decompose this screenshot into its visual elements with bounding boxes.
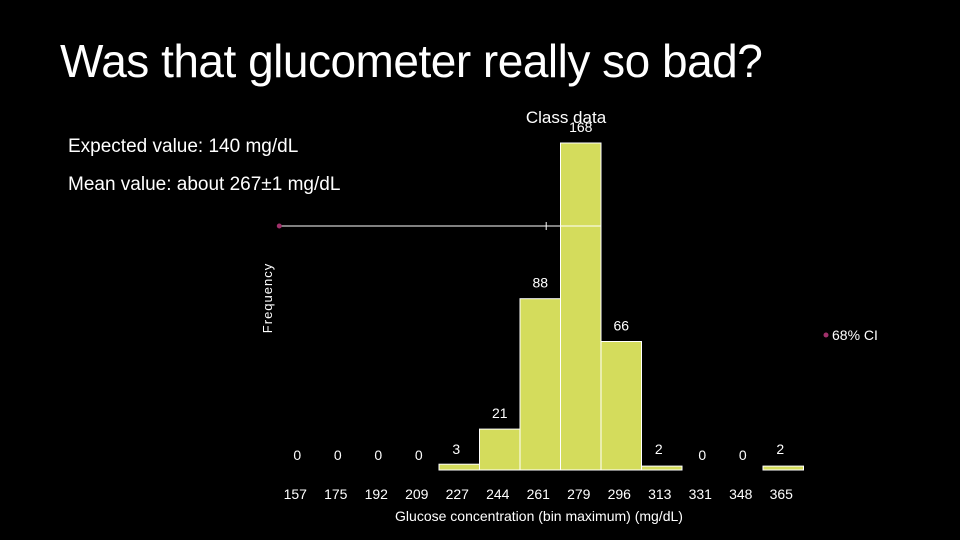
value-label-209: 0 [415, 447, 423, 463]
mean-value-text: Mean value: about 267±1 mg/dL [68, 174, 341, 195]
x-tick-157: 157 [284, 486, 308, 502]
x-tick-365: 365 [770, 486, 794, 502]
bar-227 [438, 463, 480, 471]
slide-title: Was that glucometer really so bad? [60, 35, 763, 87]
legend-label: 68% CI [832, 327, 878, 343]
value-label-244: 21 [492, 405, 508, 421]
value-label-261: 88 [533, 275, 549, 291]
x-tick-175: 175 [324, 486, 348, 502]
x-tick-261: 261 [527, 486, 551, 502]
bar-279 [560, 142, 602, 471]
value-label-192: 0 [374, 447, 382, 463]
bar-313 [641, 465, 683, 471]
bar-365 [762, 465, 804, 471]
value-label-157: 0 [293, 447, 301, 463]
bar-244 [479, 428, 521, 471]
x-tick-192: 192 [365, 486, 389, 502]
x-tick-227: 227 [446, 486, 470, 502]
value-label-296: 66 [614, 318, 630, 334]
bar-261 [519, 298, 561, 471]
x-axis-label: Glucose concentration (bin maximum) (mg/… [395, 508, 683, 524]
x-tick-labels: 157 175 192 209 227 244 261 279 296 313 331 348 365 [284, 486, 794, 502]
bars-group [438, 142, 804, 471]
y-axis-label: Frequency [260, 263, 275, 333]
x-tick-348: 348 [729, 486, 753, 502]
value-label-313: 2 [655, 441, 663, 457]
expected-value-text: Expected value: 140 mg/dL [68, 136, 299, 157]
x-tick-313: 313 [648, 486, 672, 502]
x-tick-209: 209 [405, 486, 429, 502]
value-label-365: 2 [776, 441, 784, 457]
value-label-331: 0 [698, 447, 706, 463]
value-labels: 0 0 0 0 3 21 88 168 66 2 0 0 2 [293, 119, 784, 463]
x-tick-244: 244 [486, 486, 510, 502]
chart-title: Class data [526, 108, 607, 127]
value-label-348: 0 [739, 447, 747, 463]
ci-legend: 68% CI [823, 327, 878, 343]
value-label-279: 168 [569, 119, 593, 135]
value-label-175: 0 [334, 447, 342, 463]
x-tick-331: 331 [689, 486, 713, 502]
legend-marker [823, 332, 829, 338]
x-tick-279: 279 [567, 486, 591, 502]
confidence-interval [276, 222, 602, 230]
bar-296 [600, 341, 642, 471]
expected-value-marker [276, 223, 282, 229]
value-label-227: 3 [452, 441, 460, 457]
x-tick-296: 296 [608, 486, 632, 502]
